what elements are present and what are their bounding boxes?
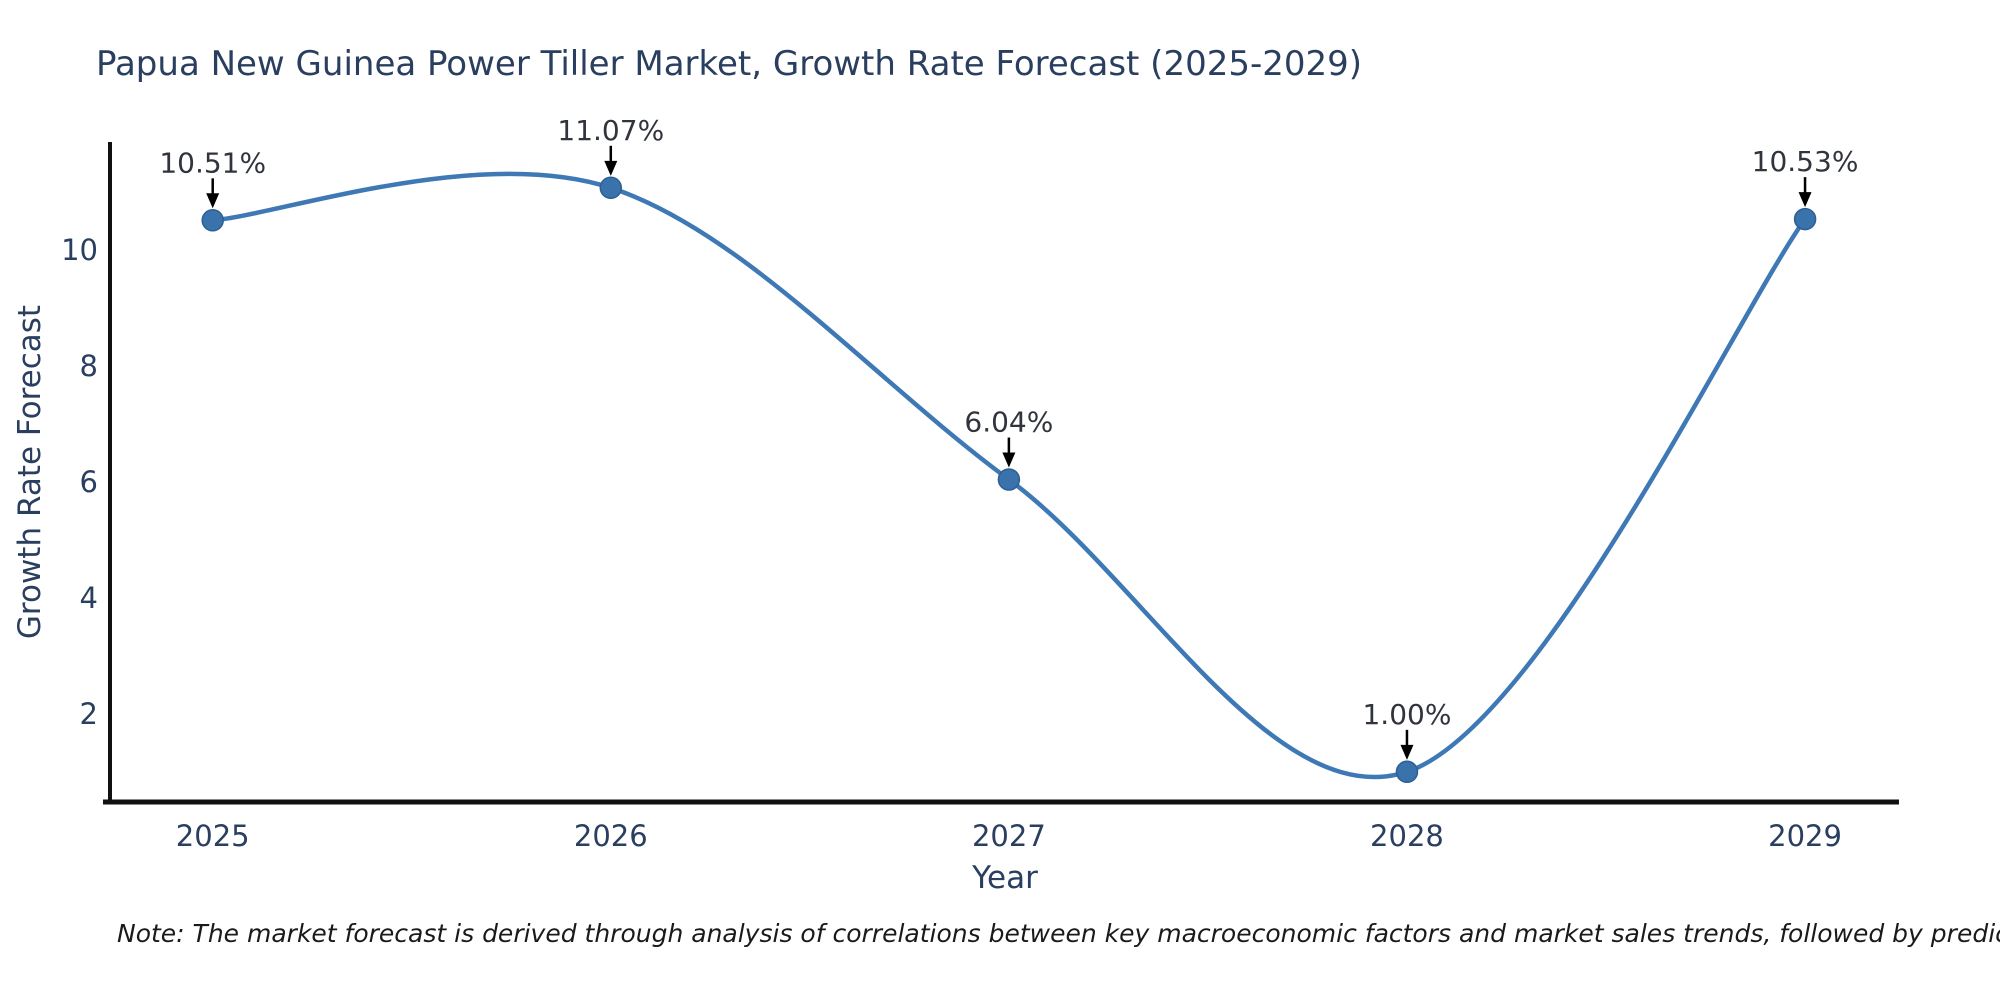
data-point-2029[interactable] bbox=[1793, 207, 1817, 231]
annotation-arrowhead-icon bbox=[206, 193, 220, 209]
data-point-2025[interactable] bbox=[201, 209, 224, 232]
annotation-label: 6.04% bbox=[964, 406, 1053, 439]
y-axis-title: Growth Rate Forecast bbox=[12, 304, 48, 640]
x-tick-label: 2027 bbox=[972, 819, 1046, 853]
annotation-label: 10.51% bbox=[159, 146, 266, 179]
annotation-2025: 10.51% bbox=[159, 146, 266, 209]
annotation-2028: 1.00% bbox=[1362, 698, 1451, 760]
annotation-arrowhead-icon bbox=[1400, 744, 1414, 760]
annotation-arrowhead-icon bbox=[1002, 452, 1016, 468]
annotation-arrowhead-icon bbox=[604, 160, 618, 176]
annotation-label: 1.00% bbox=[1362, 698, 1451, 731]
x-axis-title: Year bbox=[972, 860, 1038, 896]
forecast-line bbox=[210, 171, 1808, 780]
y-tick-label: 8 bbox=[80, 349, 98, 383]
y-tick-label: 4 bbox=[80, 581, 98, 615]
annotation-2026: 11.07% bbox=[557, 114, 664, 176]
y-tick-label: 10 bbox=[61, 233, 98, 267]
y-tick-label: 2 bbox=[80, 697, 98, 731]
x-tick-label: 2028 bbox=[1370, 819, 1444, 853]
x-tick-label: 2026 bbox=[574, 819, 648, 853]
x-tick-label: 2029 bbox=[1768, 819, 1842, 853]
y-tick-label: 6 bbox=[80, 465, 98, 499]
footnote: Note: The market forecast is derived thr… bbox=[117, 919, 2000, 948]
chart-title: Papua New Guinea Power Tiller Market, Gr… bbox=[96, 44, 1363, 84]
data-point-2028[interactable] bbox=[1395, 760, 1419, 784]
x-tick-label: 2025 bbox=[176, 819, 250, 853]
annotation-label: 11.07% bbox=[557, 114, 664, 147]
annotation-2027: 6.04% bbox=[964, 406, 1053, 468]
annotation-arrowhead-icon bbox=[1798, 192, 1812, 208]
annotation-2029: 10.53% bbox=[1752, 145, 1859, 208]
data-point-2027[interactable] bbox=[997, 468, 1021, 491]
data-point-2026[interactable] bbox=[599, 176, 623, 200]
annotation-label: 10.53% bbox=[1752, 145, 1859, 178]
